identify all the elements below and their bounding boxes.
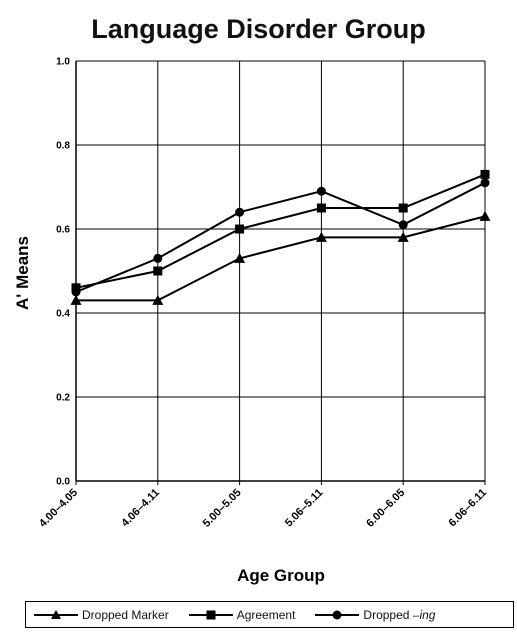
series-line — [76, 215, 486, 302]
legend-label-dropped-marker: Dropped Marker — [82, 607, 169, 622]
y-tick-label: 1.0 — [56, 57, 70, 68]
y-tick-labels: 0.0 0.2 0.4 0.6 0.8 1.0 — [56, 57, 70, 488]
y-tick-label: 0.0 — [56, 477, 70, 488]
y-tick-label: 0.6 — [56, 225, 70, 236]
grid-lines — [75, 60, 486, 482]
x-tick-labels: 4.00–4.05 4.06–4.11 5.00–5.05 5.06–5.11 6.00… — [37, 487, 489, 530]
square-marker-icon — [188, 610, 233, 619]
data-point-triangle — [397, 231, 409, 242]
legend-item-dropped-ing: Dropped –ing — [315, 608, 435, 622]
legend: Dropped Marker Agreement Dropped –ing — [25, 601, 514, 628]
series-line — [75, 181, 486, 293]
circle-marker-icon — [315, 610, 360, 619]
legend-item-dropped-marker: Dropped Marker — [34, 608, 169, 622]
x-tick-label: 5.06–5.11 — [283, 487, 326, 530]
y-tick-label: 0.8 — [56, 141, 70, 152]
series-lines — [70, 169, 491, 305]
axes — [75, 61, 486, 485]
x-axis-label: Age Group — [237, 566, 325, 585]
series-line — [75, 173, 486, 289]
chart-title: Language Disorder Group — [91, 14, 426, 44]
x-tick-label: 6.00–6.05 — [364, 487, 407, 530]
data-point-triangle — [234, 252, 246, 263]
data-point-triangle — [315, 231, 327, 242]
y-tick-label: 0.2 — [56, 393, 70, 404]
series-triangle — [70, 210, 491, 305]
data-point-circle — [480, 178, 490, 188]
legend-item-agreement: Agreement — [188, 607, 296, 622]
triangle-marker-icon — [34, 609, 78, 619]
data-point-square — [480, 169, 490, 179]
data-point-square — [153, 266, 163, 276]
x-tick-label: 6.06–6.11 — [446, 487, 489, 530]
data-point-circle — [153, 253, 163, 263]
x-tick-label: 4.06–4.11 — [119, 487, 162, 530]
data-point-square — [398, 203, 408, 213]
y-axis-label: A' Means — [13, 236, 32, 310]
line-chart: 0.0 0.2 0.4 0.6 0.8 1.0 4.00–4.05 4.06–4.11 5.0… — [13, 57, 491, 585]
data-point-circle — [316, 186, 326, 196]
x-tick-label: 4.00–4.05 — [37, 487, 80, 530]
data-point-square — [235, 224, 245, 234]
data-point-triangle — [479, 210, 491, 221]
data-point-triangle — [152, 294, 164, 305]
x-tick-label: 5.00–5.05 — [201, 487, 244, 530]
series-circle — [71, 178, 490, 297]
data-point-circle — [398, 220, 408, 230]
legend-label-dropped-ing: Dropped –ing — [363, 607, 436, 622]
data-point-circle — [71, 287, 81, 297]
data-point-square — [316, 203, 326, 213]
data-point-circle — [235, 207, 245, 217]
legend-label-agreement: Agreement — [236, 607, 296, 622]
data-point-triangle — [70, 294, 82, 305]
y-tick-label: 0.4 — [56, 309, 70, 320]
